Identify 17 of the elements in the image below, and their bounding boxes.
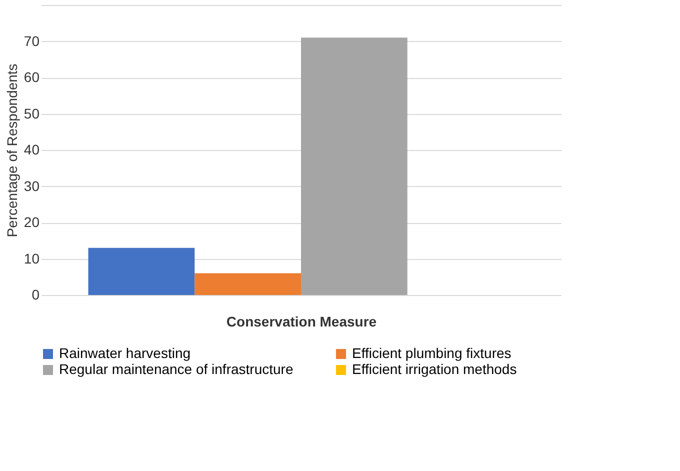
y-tick-label: 10 — [24, 250, 40, 266]
y-tick-label: 40 — [24, 142, 40, 158]
y-tick-label: 30 — [24, 178, 40, 194]
x-axis-title: Conservation Measure — [226, 314, 377, 330]
legend-label: Rainwater harvesting — [59, 345, 191, 361]
bar — [88, 248, 195, 295]
y-tick-label: 20 — [24, 214, 40, 230]
y-tick-label: 50 — [24, 105, 40, 122]
bar — [194, 273, 301, 295]
y-axis-title: Percentage of Respondents — [4, 64, 20, 238]
legend-label: Efficient irrigation methods — [352, 361, 517, 377]
bar — [301, 38, 408, 295]
y-tick-label: 70 — [24, 32, 40, 49]
legend-label: Efficient plumbing fixtures — [352, 345, 512, 361]
y-tick-label: 0 — [32, 286, 40, 302]
legend-label: Regular maintenance of infrastructure — [59, 361, 294, 377]
y-tick-label: 60 — [24, 69, 40, 85]
